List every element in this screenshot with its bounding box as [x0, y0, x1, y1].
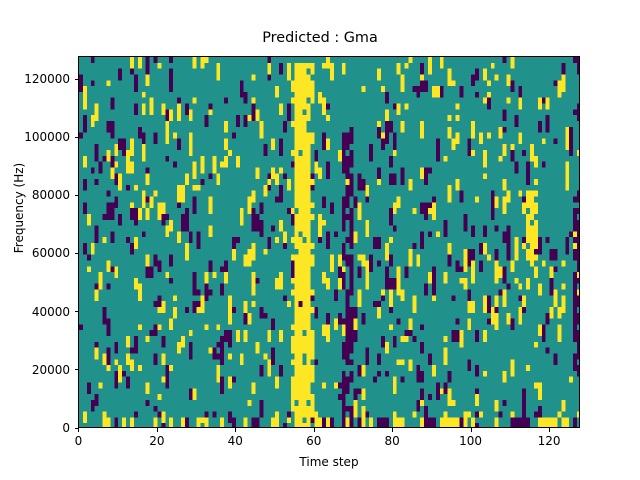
heatmap-axes	[78, 56, 580, 428]
ytick-label-40000: 40000	[31, 305, 70, 319]
xtick-mark-80	[392, 428, 394, 432]
xtick-mark-20	[156, 428, 158, 432]
heatmap-canvas	[79, 57, 579, 427]
x-axis-label: Time step	[299, 455, 359, 469]
ytick-label-80000: 80000	[31, 188, 70, 202]
xtick-label-120: 120	[537, 434, 561, 448]
ytick-label-100000: 100000	[24, 130, 70, 144]
xtick-mark-60	[313, 428, 315, 432]
ytick-label-20000: 20000	[31, 363, 70, 377]
xtick-mark-120	[549, 428, 551, 432]
ytick-label-60000: 60000	[31, 246, 70, 260]
xtick-label-100: 100	[459, 434, 483, 448]
xtick-mark-100	[470, 428, 472, 432]
xtick-label-20: 20	[149, 434, 165, 448]
ytick-mark-80000	[74, 195, 78, 197]
ytick-label-120000: 120000	[24, 72, 70, 86]
ytick-mark-60000	[74, 253, 78, 255]
ytick-mark-100000	[74, 136, 78, 138]
ytick-mark-40000	[74, 311, 78, 313]
xtick-label-80: 80	[384, 434, 400, 448]
xtick-label-0: 0	[74, 434, 83, 448]
ytick-mark-20000	[74, 369, 78, 371]
ytick-mark-120000	[74, 78, 78, 80]
xtick-mark-40	[235, 428, 237, 432]
xtick-label-40: 40	[227, 434, 243, 448]
page-title: Predicted : Gma	[262, 30, 378, 46]
y-axis-label: Frequency (Hz)	[12, 162, 26, 254]
xtick-mark-0	[78, 428, 80, 432]
ytick-label-0: 0	[62, 421, 70, 435]
xtick-label-60: 60	[306, 434, 322, 448]
ytick-mark-0	[74, 427, 78, 429]
